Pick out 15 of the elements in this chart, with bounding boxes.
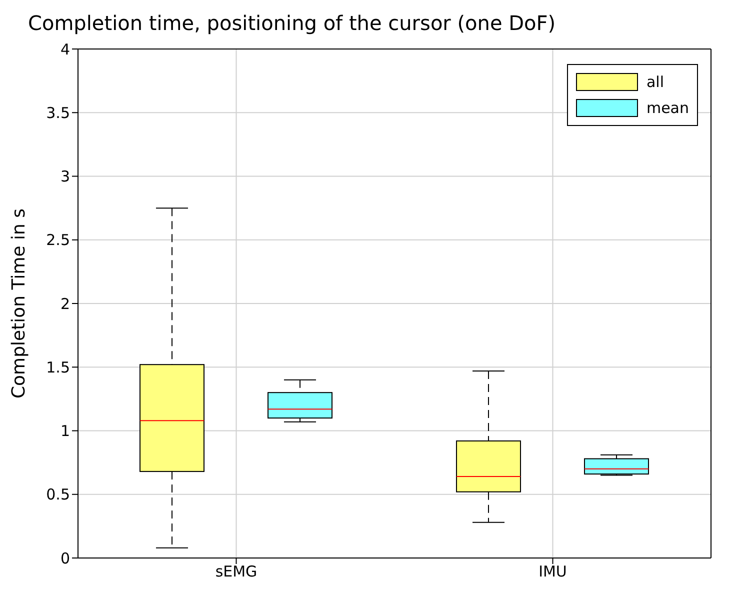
y-tick-label: 0	[60, 549, 70, 568]
y-tick-label: 1.5	[46, 358, 70, 376]
legend-label: all	[646, 73, 664, 91]
y-tick-label: 3.5	[46, 104, 70, 122]
x-tick-label: sEMG	[215, 562, 258, 581]
y-tick-label: 0.5	[46, 486, 70, 504]
y-tick-label: 1	[60, 422, 70, 440]
legend-label: mean	[646, 99, 689, 117]
chart-title: Completion time, positioning of the cursor (one DoF)	[27, 10, 557, 37]
y-axis-title: Completion Time in s	[8, 208, 30, 399]
y-tick-label: 2.5	[46, 231, 70, 250]
y-tick-label: 2	[60, 294, 70, 313]
x-tick-label: IMU	[538, 562, 567, 581]
y-tick-label: 4	[60, 40, 70, 58]
y-tick-label: 3	[60, 168, 70, 186]
